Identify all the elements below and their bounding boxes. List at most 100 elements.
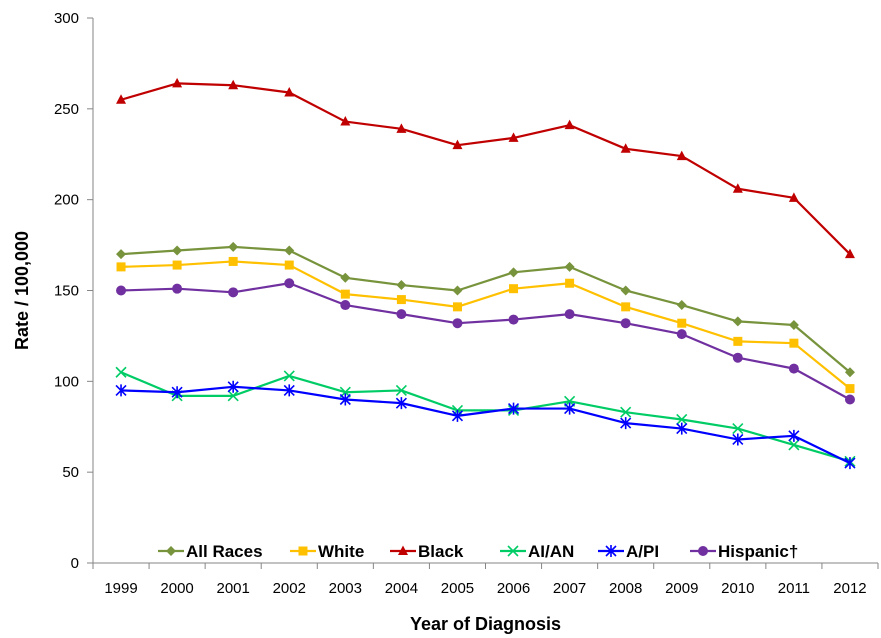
legend-marker <box>605 545 617 557</box>
legend: All Races White Black AI/AN A/PI Hispanic† <box>158 542 798 561</box>
legend-item-white: White <box>290 542 364 561</box>
data-point-all-races <box>284 245 295 256</box>
legend-marker <box>298 546 308 556</box>
y-tick-label: 0 <box>71 555 79 572</box>
data-point-ai-an <box>283 370 295 382</box>
series-a-pi <box>115 380 856 470</box>
data-point-white <box>396 295 406 305</box>
legend-item-a-pi: A/PI <box>598 542 659 561</box>
x-tick-label: 2009 <box>665 580 698 597</box>
legend-label: Hispanic† <box>718 542 798 561</box>
x-tick-label: 2004 <box>385 580 418 597</box>
legend-marker <box>398 545 408 555</box>
legend-item-ai-an: AI/AN <box>500 542 574 561</box>
data-point-a-pi <box>395 397 407 410</box>
data-point-a-pi <box>732 433 744 446</box>
data-point-a-pi <box>451 409 464 422</box>
y-tick-label: 200 <box>54 192 79 209</box>
data-point-black <box>452 139 463 150</box>
data-point-hispanic <box>844 394 855 405</box>
x-tick-label: 1999 <box>104 580 137 597</box>
data-point-white <box>228 256 238 266</box>
data-point-hispanic <box>788 363 799 374</box>
data-point-white <box>565 278 575 288</box>
data-point-all-races <box>228 241 239 252</box>
x-tick-label: 2008 <box>609 580 642 597</box>
data-point-black <box>564 119 575 130</box>
data-point-a-pi <box>283 384 295 397</box>
legend-label: White <box>318 542 364 561</box>
data-point-hispanic <box>732 352 743 363</box>
data-point-hispanic <box>452 318 463 329</box>
series-line-all-races <box>120 245 851 374</box>
data-point-a-pi <box>171 386 183 399</box>
data-point-hispanic <box>620 318 631 329</box>
x-tick-label: 2005 <box>441 580 474 597</box>
series-hispanic <box>116 278 855 405</box>
data-point-all-races <box>452 285 463 296</box>
data-point-black <box>116 94 127 104</box>
data-point-black <box>788 192 799 202</box>
y-axis-title: Rate / 100,000 <box>12 231 32 350</box>
data-point-all-races <box>508 267 519 278</box>
series-line-hispanic <box>121 282 851 401</box>
data-point-black <box>508 132 519 142</box>
data-point-white <box>509 284 519 294</box>
data-point-black <box>676 150 687 161</box>
data-point-a-pi <box>339 393 351 406</box>
data-point-black <box>396 123 407 133</box>
x-tick-label: 2012 <box>833 580 866 597</box>
data-point-black <box>228 79 239 90</box>
data-point-a-pi <box>564 402 576 415</box>
x-tick-label: 2010 <box>721 580 754 597</box>
data-point-all-races <box>116 249 127 260</box>
x-tick-label: 2001 <box>216 580 249 597</box>
data-point-black <box>284 86 295 97</box>
data-point-white <box>452 302 462 312</box>
series-line-white <box>121 260 851 390</box>
data-point-hispanic <box>340 300 351 311</box>
data-point-a-pi <box>844 457 856 470</box>
data-point-ai-an <box>395 384 407 396</box>
data-point-black <box>844 248 855 259</box>
data-point-all-races <box>340 272 351 283</box>
data-point-all-races <box>172 245 183 256</box>
series-white <box>116 256 855 394</box>
series-all-races <box>116 241 855 378</box>
series-line-black <box>120 82 851 255</box>
data-point-white <box>677 318 687 328</box>
legend-marker <box>698 546 708 556</box>
data-point-all-races <box>564 261 575 272</box>
legend-item-hispanic: Hispanic† <box>690 542 798 561</box>
data-point-ai-an <box>620 406 632 418</box>
data-point-a-pi <box>676 422 688 435</box>
data-point-all-races <box>676 300 687 311</box>
legend-item-black: Black <box>390 542 464 561</box>
data-point-a-pi <box>788 429 800 442</box>
data-point-a-pi <box>227 380 239 393</box>
x-tick-label: 2006 <box>497 580 530 597</box>
data-point-all-races <box>844 367 855 378</box>
data-point-hispanic <box>508 314 519 325</box>
legend-label: Black <box>418 542 464 561</box>
data-point-hispanic <box>116 285 127 296</box>
data-point-white <box>172 260 182 270</box>
x-tick-label: 2011 <box>778 580 810 597</box>
data-point-white <box>116 262 126 272</box>
legend-label: AI/AN <box>528 542 574 561</box>
data-point-black <box>732 183 743 193</box>
data-point-white <box>845 384 855 394</box>
x-tick-label: 2003 <box>329 580 362 597</box>
data-point-a-pi <box>115 384 127 397</box>
x-tick-label: 2007 <box>553 580 586 597</box>
series-layer <box>115 77 856 470</box>
data-point-hispanic <box>228 287 239 298</box>
data-point-hispanic <box>676 329 687 340</box>
axes: 0 50 100 150 200 250 300 1999 2000 2001 2002 2003 20… <box>54 10 879 597</box>
series-line-a-pi <box>121 385 851 465</box>
data-point-hispanic <box>284 278 295 289</box>
legend-item-all-races: All Races <box>158 542 263 561</box>
legend-marker <box>166 546 176 556</box>
data-point-a-pi <box>620 417 632 430</box>
